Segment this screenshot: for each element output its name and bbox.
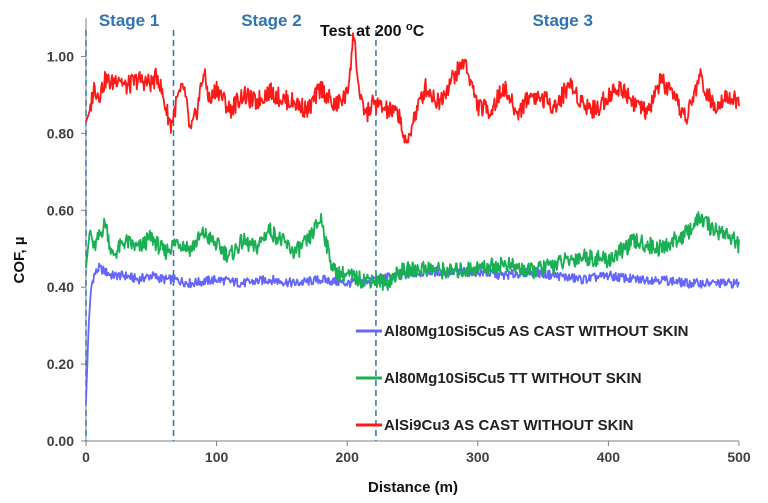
x-tick-label: 400 <box>597 449 621 465</box>
x-tick-label: 100 <box>205 449 229 465</box>
y-tick-label: 0.00 <box>47 433 74 449</box>
chart-title-superscript: o <box>406 21 413 33</box>
y-tick-label: 0.20 <box>47 356 74 372</box>
x-tick-label: 0 <box>82 449 90 465</box>
tick-labels: 0.00 0.20 0.40 0.60 0.80 1.00 0 100 200 300 400 500 <box>47 48 751 465</box>
legend-label: Al80Mg10Si5Cu5 AS CAST WITHOUT SKIN <box>384 323 688 340</box>
legend: Al80Mg10Si5Cu5 AS CAST WITHOUT SKIN Al80M… <box>356 323 688 434</box>
stage-dividers: Stage 1 Stage 2 Stage 3 <box>85 11 593 441</box>
x-tick-label: 300 <box>466 449 490 465</box>
series-lines <box>85 32 740 403</box>
y-tick-label: 1.00 <box>47 48 74 64</box>
stage-label: Stage 3 <box>532 11 592 30</box>
chart-title: Test at 200 oC <box>320 21 425 40</box>
y-axis-title: COF, µ <box>11 237 28 284</box>
chart-title-text: Test at 200 <box>320 23 406 40</box>
x-tick-label: 200 <box>336 449 360 465</box>
legend-label: AlSi9Cu3 AS CAST WITHOUT SKIN <box>384 417 633 434</box>
chart-title-unit: C <box>413 23 425 40</box>
y-tick-label: 0.60 <box>47 202 74 218</box>
series-line <box>85 211 740 291</box>
y-tick-label: 0.80 <box>47 125 74 141</box>
stage-label: Stage 2 <box>241 11 301 30</box>
legend-label: Al80Mg10Si5Cu5 TT WITHOUT SKIN <box>384 370 642 387</box>
stage-label: Stage 1 <box>99 11 159 30</box>
series-line <box>85 32 740 144</box>
y-tick-label: 0.40 <box>47 279 74 295</box>
x-axis-title: Distance (m) <box>368 479 458 496</box>
x-tick-label: 500 <box>727 449 751 465</box>
